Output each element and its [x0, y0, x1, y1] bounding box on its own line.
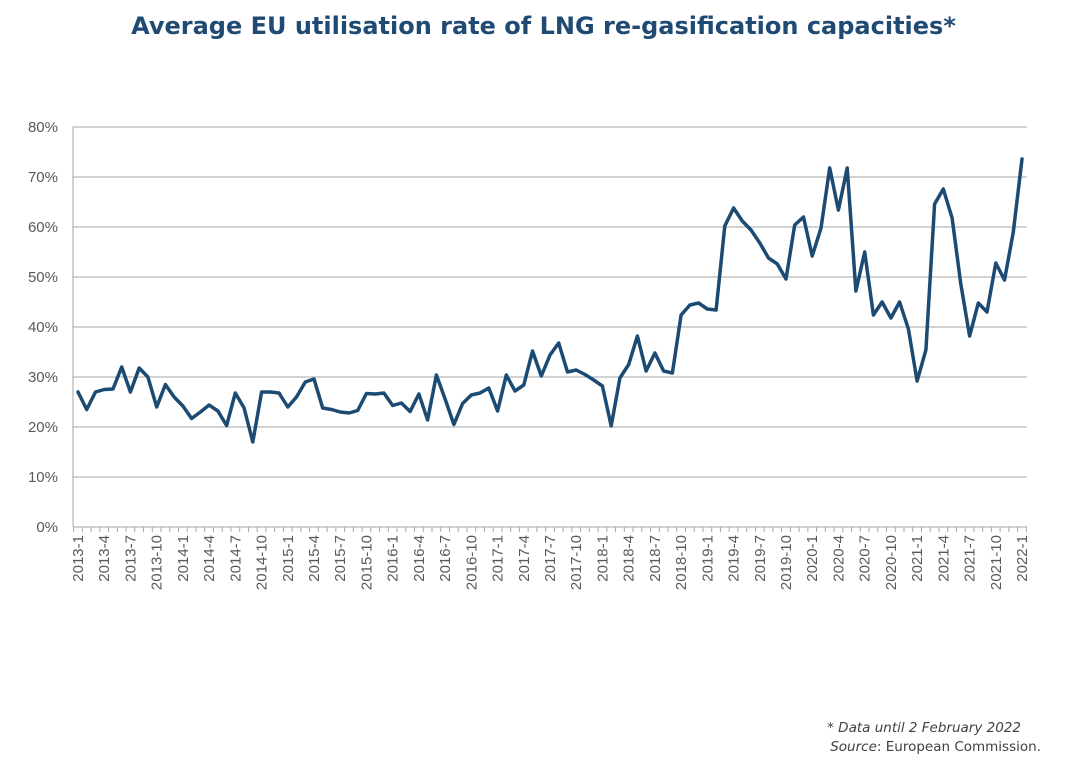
y-tick-label: 0%	[36, 519, 58, 536]
y-tick-label: 30%	[28, 369, 58, 386]
x-tick-label: 2019-1	[699, 535, 716, 582]
x-tick-label: 2016-4	[411, 535, 428, 582]
y-tick-label: 20%	[28, 419, 58, 436]
x-tick-label: 2015-1	[280, 535, 297, 582]
y-tick-label: 70%	[28, 169, 58, 186]
data-series-line	[76, 157, 1024, 444]
y-tick-label: 60%	[28, 219, 58, 236]
chart-title: Average EU utilisation rate of LNG re-ga…	[131, 12, 956, 40]
x-tick-label: 2014-4	[201, 535, 218, 582]
x-tick-label: 2015-7	[332, 535, 349, 582]
x-tick-label: 2020-7	[857, 535, 874, 582]
x-tick-label: 2020-1	[804, 535, 821, 582]
line-chart: 0% 10% 20% 30% 40% 50% 60% 70% 80% 2013-1 2013-4 20…	[28, 119, 1031, 590]
x-tick-label: 2017-1	[490, 535, 507, 582]
y-tick-label: 80%	[28, 119, 58, 136]
x-tick-label: 2014-7	[227, 535, 244, 582]
x-tick-label: 2022-1	[1014, 535, 1031, 582]
source-note: Source: European Commission.	[830, 739, 1041, 755]
source-label: Source	[830, 739, 877, 755]
y-tick-label: 40%	[28, 319, 58, 336]
x-tick-label: 2018-10	[673, 535, 690, 590]
source-text: : European Commission.	[876, 739, 1041, 755]
x-tick-label: 2019-7	[752, 535, 769, 582]
x-tick-label: 2014-10	[254, 535, 271, 590]
x-tick-label: 2021-4	[935, 535, 952, 582]
x-tick-label: 2013-1	[70, 535, 87, 582]
y-tick-label: 10%	[28, 469, 58, 486]
x-tick-label: 2021-10	[988, 535, 1005, 590]
x-tick-label: 2016-1	[385, 535, 402, 582]
y-tick-label: 50%	[28, 269, 58, 286]
x-tick-label: 2013-10	[149, 535, 166, 590]
x-tick-label: 2017-7	[542, 535, 559, 582]
x-tick-label: 2020-10	[883, 535, 900, 590]
x-tick-label: 2013-7	[122, 535, 139, 582]
x-tick-label: 2018-1	[594, 535, 611, 582]
footnote: * Data until 2 February 2022	[827, 720, 1021, 736]
x-tick-label: 2021-7	[962, 535, 979, 582]
x-tick-label: 2017-10	[568, 535, 585, 590]
x-tick-label: 2017-4	[516, 535, 533, 582]
x-tick-label: 2016-10	[463, 535, 480, 590]
x-tick-label: 2013-4	[96, 535, 113, 582]
x-tick-label: 2015-10	[358, 535, 375, 590]
x-tick-label: 2019-4	[726, 535, 743, 582]
x-tick-label: 2016-7	[437, 535, 454, 582]
x-tick-label: 2021-1	[909, 535, 926, 582]
x-tick-label: 2018-7	[647, 535, 664, 582]
x-tick-label: 2015-4	[306, 535, 323, 582]
x-tick-label: 2014-1	[175, 535, 192, 582]
x-tick-label: 2018-4	[621, 535, 638, 582]
x-tick-label: 2020-4	[830, 535, 847, 582]
x-tick-label: 2019-10	[778, 535, 795, 590]
